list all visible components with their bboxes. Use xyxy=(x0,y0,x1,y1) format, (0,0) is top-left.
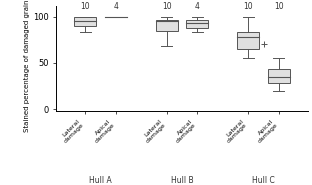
Text: 4: 4 xyxy=(113,2,118,11)
Text: Hull B: Hull B xyxy=(171,176,193,185)
Text: Hull A: Hull A xyxy=(89,176,112,185)
FancyBboxPatch shape xyxy=(268,69,290,83)
Text: 10: 10 xyxy=(162,2,172,11)
FancyBboxPatch shape xyxy=(237,32,259,49)
Text: 10: 10 xyxy=(80,2,90,11)
FancyBboxPatch shape xyxy=(186,20,208,28)
Text: 10: 10 xyxy=(274,2,284,11)
Text: Hull C: Hull C xyxy=(252,176,275,185)
FancyBboxPatch shape xyxy=(74,17,96,26)
Text: 4: 4 xyxy=(195,2,200,11)
Y-axis label: Stained percentage of damaged grain (%): Stained percentage of damaged grain (%) xyxy=(23,0,30,132)
Text: 10: 10 xyxy=(243,2,253,11)
FancyBboxPatch shape xyxy=(156,20,178,31)
